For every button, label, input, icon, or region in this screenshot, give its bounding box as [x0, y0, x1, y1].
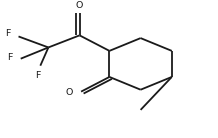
Text: O: O	[76, 1, 83, 10]
Text: F: F	[5, 29, 10, 38]
Text: F: F	[36, 71, 41, 79]
Text: O: O	[65, 88, 73, 97]
Text: F: F	[7, 53, 12, 62]
